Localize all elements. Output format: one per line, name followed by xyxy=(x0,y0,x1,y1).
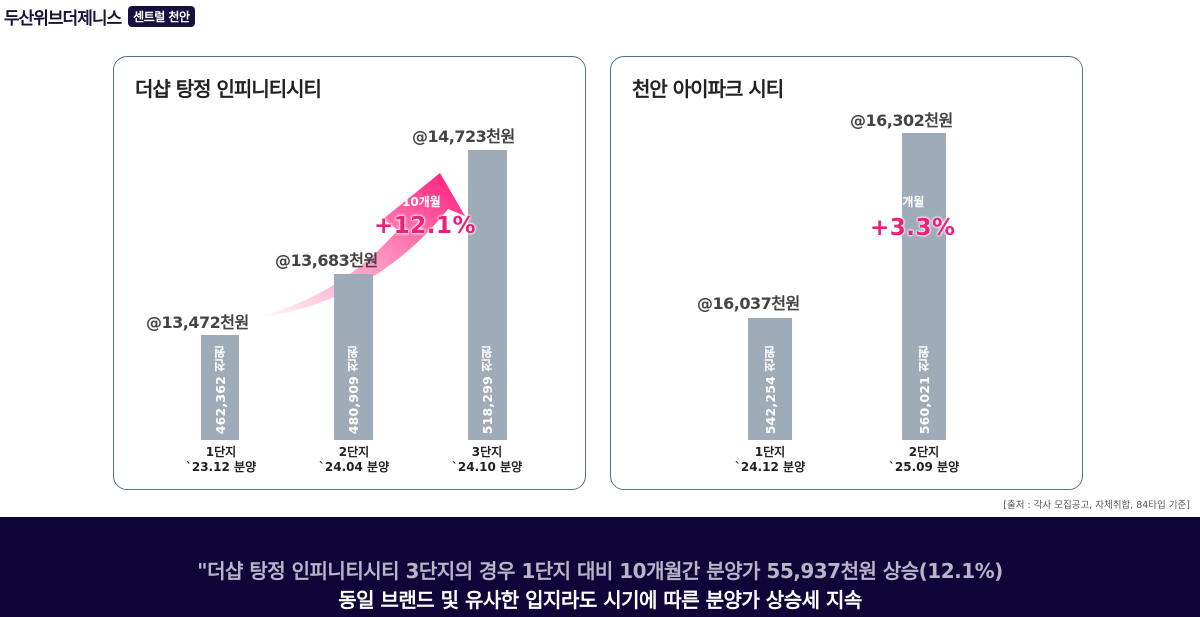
growth-percent: +12.1% xyxy=(374,213,477,239)
bar-total-value: 542,254 천원 xyxy=(762,345,778,434)
source-note: [출처 : 각사 모집공고, 자체취합, 84타입 기준] xyxy=(1003,500,1190,511)
bar-total-value: 462,362 천원 xyxy=(212,345,228,434)
growth-percent: +3.3% xyxy=(870,215,956,241)
growth-period: 10개월 xyxy=(402,195,441,209)
bar-cheonan-1: 542,254 천원 xyxy=(748,318,792,440)
brand-title: 두산위브더제니스 xyxy=(4,9,122,29)
bar-tangjeong-3: 518,299 천원 xyxy=(468,150,507,440)
panel-title: 더샵 탕정 인피니티시티 xyxy=(135,77,322,101)
bar-cheonan-2: 560,021 천원 xyxy=(902,133,946,440)
x-label: 3단지 `24.10 분양 xyxy=(451,445,523,474)
growth-period: 9개월 xyxy=(894,195,925,209)
bar-tangjeong-2: 480,909 천원 xyxy=(334,274,373,440)
price-label: @14,723천원 xyxy=(412,127,515,146)
bar-total-value: 560,021 천원 xyxy=(916,345,932,434)
x-label: 1단지 `24.12 분양 xyxy=(734,445,806,474)
summary-footer: "더샵 탕정 인피니티시티 3단지의 경우 1단지 대비 10개월간 분양가 5… xyxy=(0,517,1200,617)
summary-quote: "더샵 탕정 인피니티시티 3단지의 경우 1단지 대비 10개월간 분양가 5… xyxy=(197,559,1003,583)
location-badge: 센트럴 천안 xyxy=(128,6,195,27)
price-label: @13,472천원 xyxy=(146,313,249,332)
panel-title: 천안 아이파크 시티 xyxy=(632,77,784,101)
x-label: 1단지 `23.12 분양 xyxy=(185,445,257,474)
summary-conclusion: 동일 브랜드 및 유사한 입지라도 시기에 따른 분양가 상승세 지속 xyxy=(338,588,862,612)
bar-total-value: 518,299 천원 xyxy=(480,345,495,434)
bar-tangjeong-1: 462,362 천원 xyxy=(201,335,239,440)
page-header: 두산위브더제니스 센트럴 천안 xyxy=(4,4,195,29)
x-label: 2단지 `25.09 분양 xyxy=(888,445,960,474)
price-label: @16,302천원 xyxy=(850,111,953,130)
price-label: @13,683천원 xyxy=(275,251,378,270)
bar-total-value: 480,909 천원 xyxy=(346,345,361,434)
x-label: 2단지 `24.04 분양 xyxy=(318,445,390,474)
chart-panel-cheonan: 천안 아이파크 시티 xyxy=(610,56,1083,490)
price-label: @16,037천원 xyxy=(697,294,800,313)
